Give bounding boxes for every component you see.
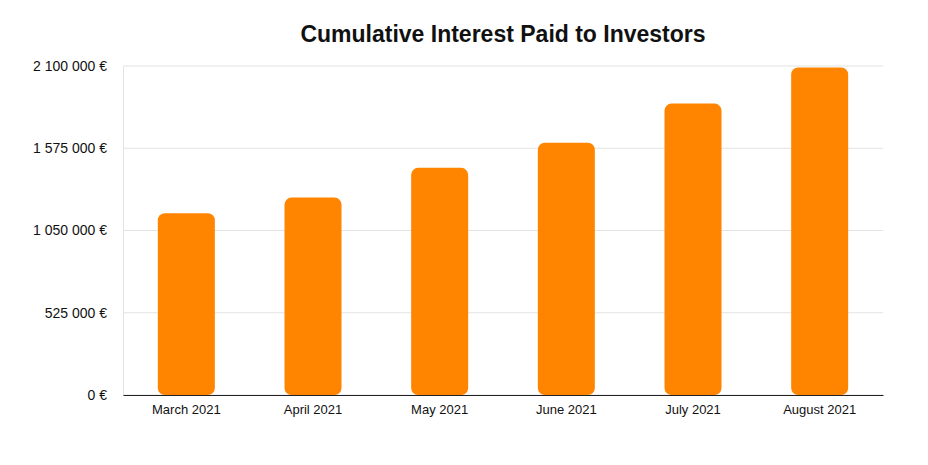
grid-line [123,312,883,313]
bar [538,143,595,395]
x-tick-label: April 2021 [284,402,343,417]
title: Cumulative Interest Paid to Investors [300,21,705,47]
x-tick: April 2021 [284,395,343,417]
bar [285,198,342,395]
y-tick: 2 100 000 € [33,58,123,74]
x-tick-label: May 2021 [411,402,468,417]
y-axis-line [123,67,124,396]
x-tick: March 2021 [152,395,221,417]
bar [158,213,215,395]
y-tick: 525 000 € [45,305,123,321]
grid-line [123,395,883,396]
x-tick: June 2021 [536,395,597,417]
y-tick-label: 0 € [88,387,108,403]
y-tick: 0 € [88,387,123,403]
x-axis: March 2021 April 2021 May 2021 June 2021 Jul… [124,395,884,417]
x-axis-line [124,395,884,396]
y-tick: 1 050 000 € [33,222,123,238]
y-tick-label: 525 000 € [45,305,107,321]
bar [791,68,848,395]
x-tick: May 2021 [411,395,468,417]
y-tick: 1 575 000 € [33,140,123,156]
x-tick-label: March 2021 [152,402,221,417]
y-axis: 0 € 525 000 € 1 050 000 € 1 575 000 € 2 100 … [33,58,123,403]
grid-line [123,230,883,231]
x-tick-label: June 2021 [536,402,597,417]
y-tick-label: 1 575 000 € [33,140,107,156]
bar [665,104,722,395]
chart: Cumulative Interest Paid to Investors 0 €… [0,0,928,465]
grid [123,66,883,395]
x-tick-label: August 2021 [783,402,856,417]
x-tick-label: July 2021 [665,402,721,417]
plot: 0 € 525 000 € 1 050 000 € 1 575 000 € 2 100 … [33,58,883,417]
y-tick-label: 1 050 000 € [33,222,107,238]
bars [158,68,848,395]
y-tick-label: 2 100 000 € [33,58,107,74]
grid-line [123,66,883,67]
x-tick: August 2021 [783,395,856,417]
x-tick: July 2021 [665,395,721,417]
grid-line [123,148,883,149]
bar [411,168,468,395]
